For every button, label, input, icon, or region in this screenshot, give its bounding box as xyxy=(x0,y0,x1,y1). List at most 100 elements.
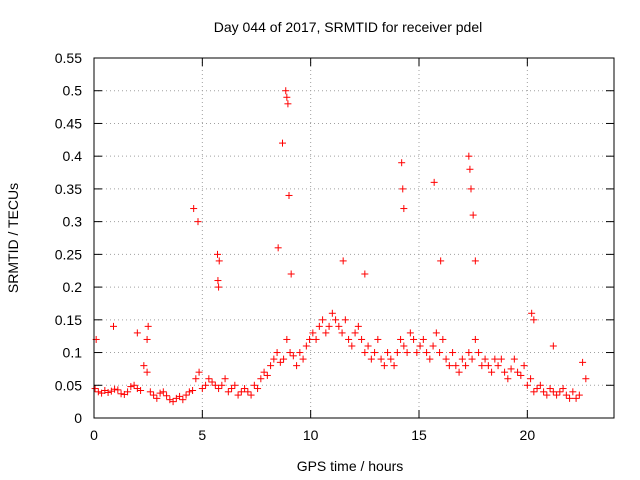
data-point xyxy=(501,368,509,376)
data-point xyxy=(575,391,583,399)
data-point xyxy=(439,335,447,343)
data-point xyxy=(397,335,405,343)
data-point xyxy=(520,362,528,370)
data-point xyxy=(104,388,112,396)
data-point xyxy=(192,375,200,383)
data-point xyxy=(153,394,161,402)
data-point xyxy=(348,342,356,350)
data-point xyxy=(276,358,284,366)
data-point xyxy=(390,362,398,370)
data-point xyxy=(133,329,141,337)
data-point xyxy=(398,159,406,167)
data-point xyxy=(380,362,388,370)
data-point xyxy=(273,349,281,357)
data-point xyxy=(296,349,304,357)
data-point xyxy=(432,329,440,337)
data-point xyxy=(579,358,587,366)
data-point xyxy=(293,362,301,370)
data-point xyxy=(528,309,536,317)
data-point xyxy=(299,355,307,363)
data-point xyxy=(523,381,531,389)
y-tick-label: 0 xyxy=(74,410,82,426)
data-point xyxy=(445,362,453,370)
data-point xyxy=(124,388,132,396)
x-tick-label: 20 xyxy=(520,427,536,443)
data-point xyxy=(455,368,463,376)
data-point xyxy=(114,386,122,394)
data-point xyxy=(339,257,347,265)
x-tick-label: 5 xyxy=(198,427,206,443)
data-point xyxy=(469,211,477,219)
data-point xyxy=(510,355,518,363)
data-point xyxy=(399,185,407,193)
data-point xyxy=(254,385,262,393)
data-point xyxy=(481,355,489,363)
data-point xyxy=(423,349,431,357)
data-point xyxy=(553,391,561,399)
y-tick-label: 0.25 xyxy=(55,246,82,262)
data-point xyxy=(309,329,317,337)
data-point xyxy=(419,335,427,343)
data-point xyxy=(351,329,359,337)
data-point xyxy=(137,387,145,395)
x-tick-label: 10 xyxy=(303,427,319,443)
data-point xyxy=(556,388,564,396)
y-tick-label: 0.55 xyxy=(55,50,82,66)
data-point xyxy=(244,388,252,396)
data-point xyxy=(176,392,184,400)
data-point xyxy=(338,329,346,337)
y-tick-label: 0.1 xyxy=(63,345,83,361)
data-point xyxy=(143,335,151,343)
data-point xyxy=(429,342,437,350)
data-point xyxy=(491,355,499,363)
data-point xyxy=(543,391,551,399)
data-point xyxy=(179,396,187,404)
data-point xyxy=(110,322,117,330)
data-point xyxy=(540,388,548,396)
data-point xyxy=(140,362,148,370)
data-point xyxy=(466,165,474,173)
data-point xyxy=(467,185,475,193)
data-point xyxy=(426,355,434,363)
data-point xyxy=(514,368,522,376)
data-point xyxy=(150,391,158,399)
data-point xyxy=(566,394,574,402)
data-point xyxy=(400,342,408,350)
data-point xyxy=(205,375,213,383)
data-point xyxy=(437,257,445,265)
data-point xyxy=(202,381,210,389)
data-point xyxy=(156,389,164,397)
data-point xyxy=(163,392,171,400)
data-point xyxy=(284,100,292,108)
data-point xyxy=(384,349,392,357)
data-point xyxy=(143,368,151,376)
data-point xyxy=(468,355,476,363)
data-point xyxy=(361,270,369,278)
data-point xyxy=(215,283,223,291)
data-point xyxy=(228,385,236,393)
data-point xyxy=(471,257,479,265)
data-point xyxy=(215,385,223,393)
data-point xyxy=(341,316,349,324)
data-point xyxy=(533,385,541,393)
data-point xyxy=(430,178,438,186)
data-point xyxy=(452,362,460,370)
data-point xyxy=(536,381,544,389)
data-point xyxy=(393,349,401,357)
data-point xyxy=(377,355,385,363)
data-point xyxy=(159,388,167,396)
data-point xyxy=(237,388,245,396)
data-point xyxy=(410,335,418,343)
y-tick-label: 0.2 xyxy=(63,279,83,295)
data-point xyxy=(286,349,294,357)
data-point xyxy=(364,342,372,350)
data-point xyxy=(234,391,242,399)
data-point xyxy=(270,355,278,363)
data-point xyxy=(465,152,473,160)
data-point xyxy=(465,349,473,357)
data-point xyxy=(478,362,486,370)
data-point xyxy=(260,368,268,376)
data-point xyxy=(185,388,193,396)
